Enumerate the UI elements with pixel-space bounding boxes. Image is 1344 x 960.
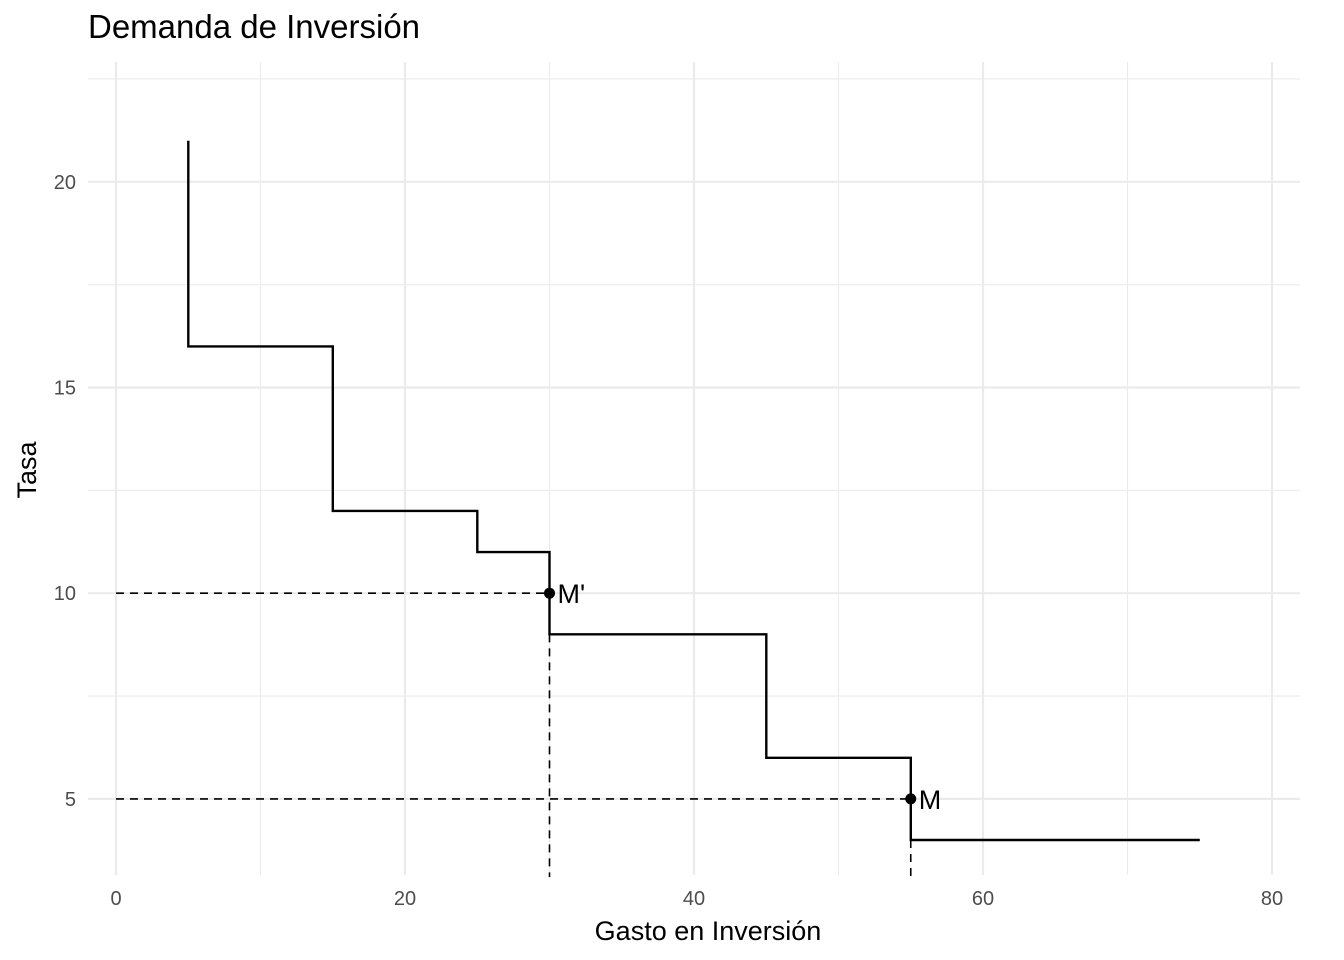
reference-lines — [116, 592, 912, 878]
x-tick-label: 20 — [394, 888, 416, 910]
x-tick-label: 80 — [1261, 888, 1283, 910]
point-marker — [544, 587, 555, 599]
x-axis-title: Gasto en Inversión — [595, 916, 822, 946]
y-tick-label: 20 — [54, 172, 76, 194]
y-axis-title: Tasa — [12, 441, 42, 499]
series-step-line — [187, 140, 1200, 842]
x-tick-label: 60 — [972, 888, 994, 910]
point-label: M — [919, 785, 942, 815]
series-layer — [187, 140, 1200, 842]
point-marker — [905, 793, 917, 805]
grid — [88, 62, 1300, 875]
x-tick-label: 40 — [683, 888, 705, 910]
points-layer: M' M — [544, 579, 941, 815]
tick-labels: 0 20 40 60 80 5 10 15 20 — [54, 172, 1283, 910]
y-tick-label: 5 — [65, 789, 76, 811]
y-tick-label: 10 — [54, 583, 76, 605]
y-tick-label: 15 — [54, 378, 76, 400]
point-label: M' — [558, 579, 586, 609]
chart-title: Demanda de Inversión — [88, 8, 421, 45]
x-tick-label: 0 — [110, 888, 121, 910]
